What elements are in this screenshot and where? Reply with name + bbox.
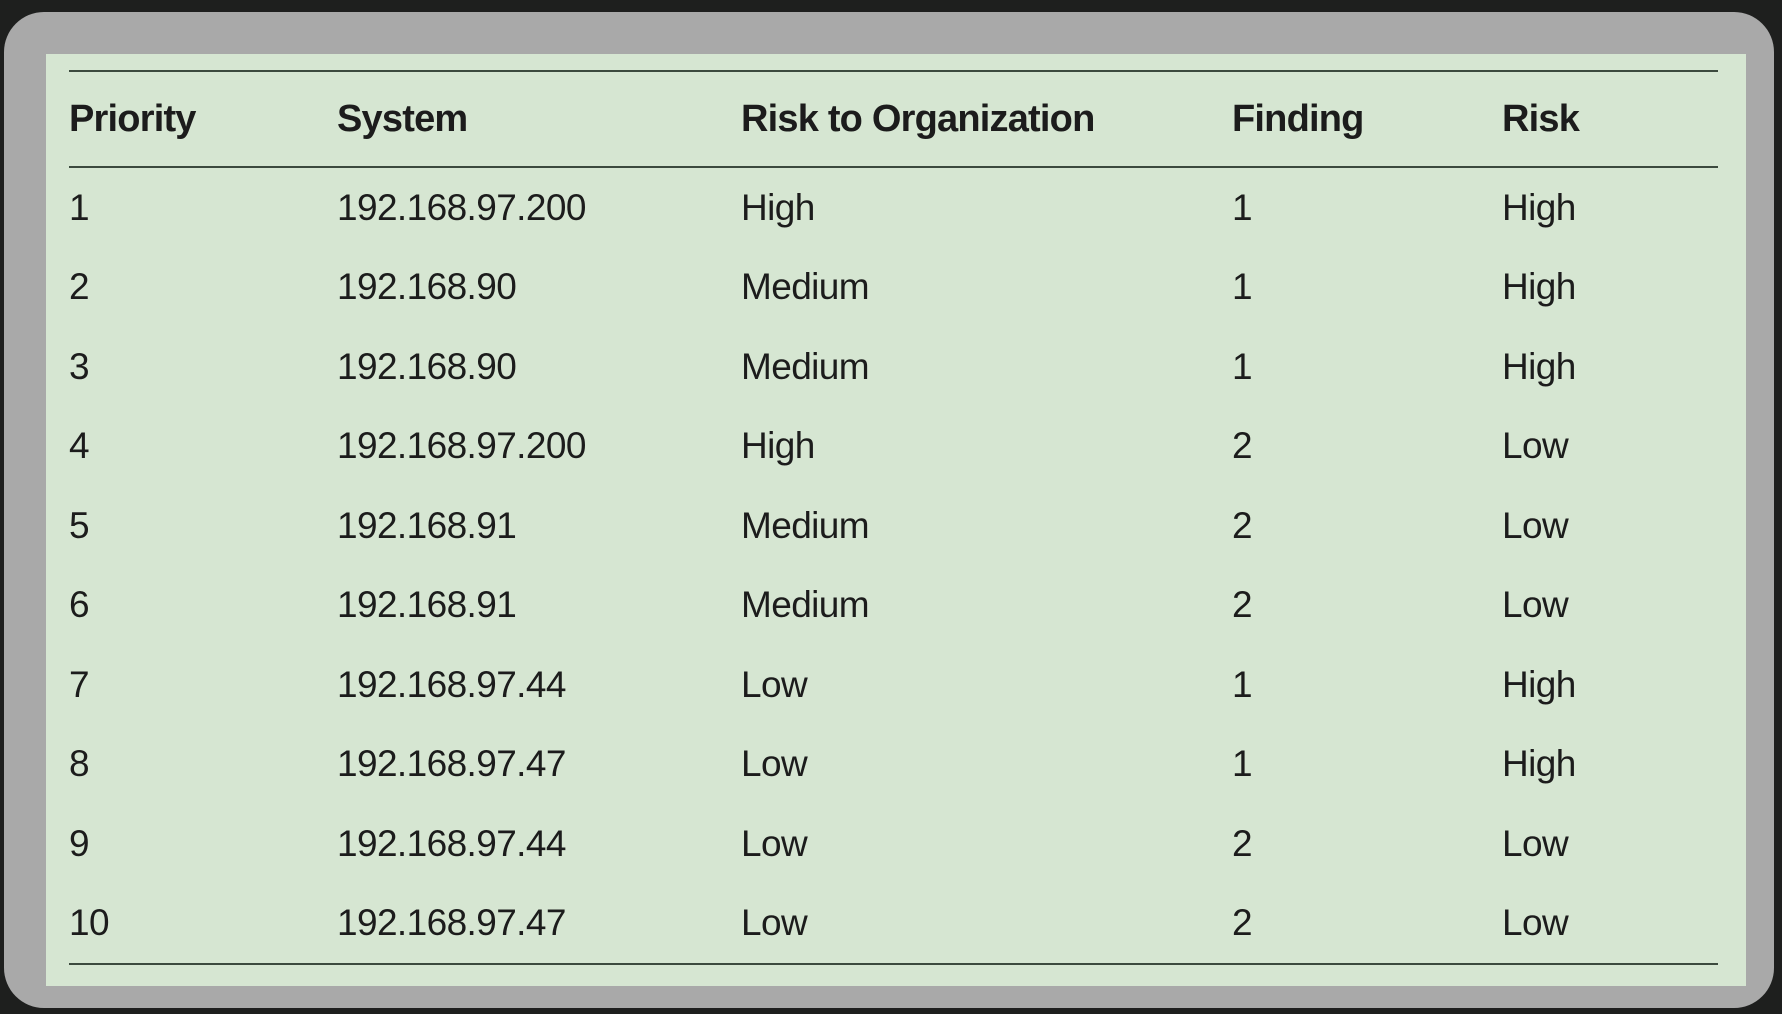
risk-priority-table: Priority System Risk to Organization Fin… xyxy=(69,70,1718,965)
cell-system: 192.168.97.44 xyxy=(337,822,566,864)
cell-finding: 2 xyxy=(1232,822,1253,864)
header-risk: Risk xyxy=(1502,97,1580,140)
cell-finding: 1 xyxy=(1232,743,1253,785)
header-system: System xyxy=(337,97,468,140)
cell-risk-to-organization: Medium xyxy=(741,584,870,626)
cell-system: 192.168.90 xyxy=(337,266,517,308)
cell-system: 192.168.91 xyxy=(337,504,517,546)
cell-priority: 10 xyxy=(69,902,110,944)
cell-system: 192.168.97.47 xyxy=(337,743,566,785)
table-row: 6 192.168.91 Medium 2 Low xyxy=(69,566,1718,646)
cell-priority: 2 xyxy=(69,266,90,308)
cell-risk-to-organization: Low xyxy=(741,902,808,944)
cell-finding: 2 xyxy=(1232,902,1253,944)
cell-priority: 7 xyxy=(69,663,90,705)
cell-finding: 2 xyxy=(1232,504,1253,546)
cell-priority: 9 xyxy=(69,822,90,864)
table-header-row: Priority System Risk to Organization Fin… xyxy=(69,71,1718,167)
image-frame: Priority System Risk to Organization Fin… xyxy=(4,12,1774,1008)
cell-risk: Low xyxy=(1502,902,1569,944)
cell-system: 192.168.91 xyxy=(337,584,517,626)
cell-risk-to-organization: High xyxy=(741,425,815,467)
cell-priority: 1 xyxy=(69,186,90,228)
cell-risk: Low xyxy=(1502,425,1569,467)
table-row: 10 192.168.97.47 Low 2 Low xyxy=(69,884,1718,964)
table-row: 7 192.168.97.44 Low 1 High xyxy=(69,645,1718,725)
cell-risk-to-organization: Low xyxy=(741,822,808,864)
cell-finding: 1 xyxy=(1232,266,1253,308)
header-finding: Finding xyxy=(1232,97,1364,140)
cell-risk-to-organization: Medium xyxy=(741,504,870,546)
cell-risk-to-organization: High xyxy=(741,186,815,228)
cell-risk-to-organization: Medium xyxy=(741,266,870,308)
table-row: 3 192.168.90 Medium 1 High xyxy=(69,327,1718,407)
table-panel: Priority System Risk to Organization Fin… xyxy=(46,54,1746,986)
cell-risk-to-organization: Medium xyxy=(741,345,870,387)
cell-finding: 1 xyxy=(1232,345,1253,387)
cell-system: 192.168.97.44 xyxy=(337,663,566,705)
cell-priority: 6 xyxy=(69,584,90,626)
header-risk-to-organization: Risk to Organization xyxy=(741,97,1095,140)
table-row: 1 192.168.97.200 High 1 High xyxy=(69,167,1718,248)
cell-finding: 1 xyxy=(1232,186,1253,228)
cell-risk-to-organization: Low xyxy=(741,743,808,785)
table-row: 2 192.168.90 Medium 1 High xyxy=(69,248,1718,328)
cell-risk: High xyxy=(1502,186,1576,228)
table-row: 8 192.168.97.47 Low 1 High xyxy=(69,725,1718,805)
cell-risk-to-organization: Low xyxy=(741,663,808,705)
cell-risk: Low xyxy=(1502,822,1569,864)
cell-system: 192.168.97.47 xyxy=(337,902,566,944)
cell-risk: High xyxy=(1502,663,1576,705)
cell-risk: High xyxy=(1502,345,1576,387)
cell-finding: 2 xyxy=(1232,425,1253,467)
cell-priority: 8 xyxy=(69,743,90,785)
cell-risk: Low xyxy=(1502,584,1569,626)
table-row: 5 192.168.91 Medium 2 Low xyxy=(69,486,1718,566)
table-row: 9 192.168.97.44 Low 2 Low xyxy=(69,804,1718,884)
cell-finding: 2 xyxy=(1232,584,1253,626)
cell-system: 192.168.97.200 xyxy=(337,425,586,467)
cell-risk: High xyxy=(1502,743,1576,785)
cell-priority: 3 xyxy=(69,345,90,387)
cell-priority: 4 xyxy=(69,425,90,467)
header-priority: Priority xyxy=(69,97,196,140)
table-row: 4 192.168.97.200 High 2 Low xyxy=(69,407,1718,487)
cell-priority: 5 xyxy=(69,504,90,546)
cell-finding: 1 xyxy=(1232,663,1253,705)
cell-risk: High xyxy=(1502,266,1576,308)
cell-system: 192.168.97.200 xyxy=(337,186,586,228)
cell-system: 192.168.90 xyxy=(337,345,517,387)
cell-risk: Low xyxy=(1502,504,1569,546)
